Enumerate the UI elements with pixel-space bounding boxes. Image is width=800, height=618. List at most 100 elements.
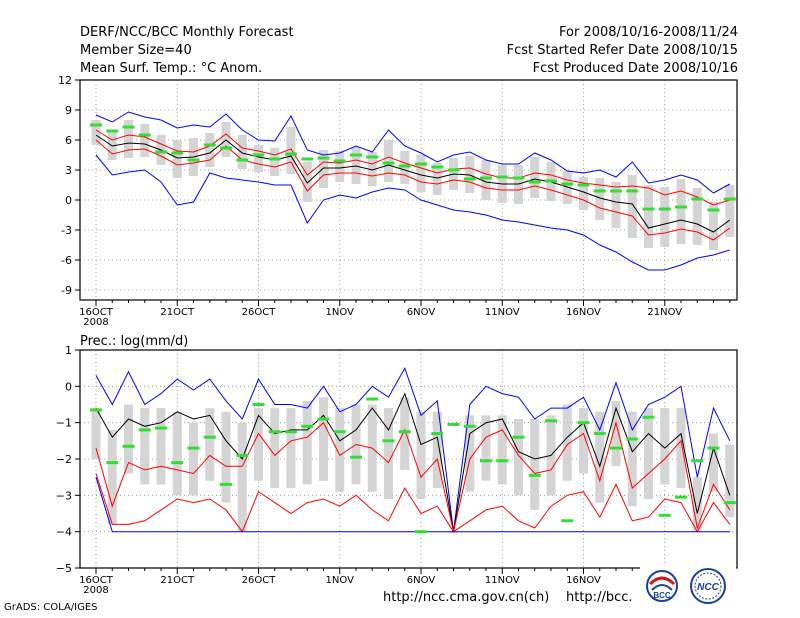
temp-observed-mark <box>463 177 476 181</box>
prec-observed-mark <box>317 417 330 421</box>
prec-observed-mark <box>577 421 590 425</box>
prec-observed-mark <box>171 461 184 465</box>
prec-observed-mark <box>350 455 362 459</box>
temp-spread-box <box>530 157 540 198</box>
temp-xtick-label: 26OCT <box>242 307 277 318</box>
temp-xtick-label: 16OCT <box>79 307 114 318</box>
prec-observed-mark <box>528 473 541 477</box>
prec-spread-box <box>237 422 247 532</box>
temp-spread-box <box>725 185 735 237</box>
temp-observed-mark <box>382 161 395 165</box>
temp-observed-mark <box>350 153 362 157</box>
temp-spread-box <box>627 175 637 238</box>
prec-ytick-label: −1 <box>56 417 72 430</box>
prec-spread-box <box>172 411 182 496</box>
temp-observed-mark <box>106 129 119 133</box>
prec-spread-box <box>140 408 150 485</box>
prec-observed-mark <box>138 428 151 432</box>
prec-spread-box <box>319 397 328 481</box>
temp-observed-mark <box>447 168 460 172</box>
prec-spread-box <box>497 415 507 485</box>
prec-ytick-label: −5 <box>56 562 72 575</box>
prec-xtick-label: 16NOV <box>566 575 601 586</box>
prec-xtick-label: 1NOV <box>326 575 355 586</box>
prec-observed-mark <box>366 397 379 401</box>
temp-spread-box <box>286 127 296 174</box>
temp-observed-mark <box>171 151 184 155</box>
prec-spread-box <box>644 408 653 499</box>
prec-line-lower <box>95 473 731 533</box>
temp-spread-box <box>140 124 150 157</box>
temp-observed-mark <box>593 189 606 193</box>
prec-spread-box <box>91 408 101 459</box>
prec-xtick-label: 21OCT <box>160 575 195 586</box>
prec-spread-box <box>692 477 702 532</box>
temp-observed-mark <box>415 162 427 166</box>
temp-observed-mark <box>236 158 249 162</box>
temp-spread-box <box>335 151 345 182</box>
prec-spread-box <box>205 408 215 481</box>
prec-xsub-label: 2008 <box>83 585 108 596</box>
temp-observed-mark <box>675 205 687 209</box>
prec-observed-mark <box>691 459 704 463</box>
temp-ytick-label: 9 <box>65 104 72 117</box>
temp-observed-mark <box>90 123 102 127</box>
prec-spread-box <box>595 411 605 503</box>
temp-xtick-label: 16NOV <box>566 307 601 318</box>
prec-spread-box <box>579 408 588 474</box>
bcc-url[interactable]: http://bcc. <box>566 590 633 605</box>
prec-spread-box <box>514 419 523 496</box>
temp-panel: -9 -6 -3 0 3 6 9 12 16OCT 21OCT 26OCT 1NOV 6NOV 11NOV… <box>58 74 738 328</box>
prec-spread-box <box>465 415 475 492</box>
temp-ytick-label: 6 <box>65 134 72 147</box>
temp-observed-mark <box>285 152 297 156</box>
prec-spread-box <box>156 408 166 485</box>
member-size: Member Size=40 <box>80 43 192 58</box>
temp-line-upper <box>95 129 730 206</box>
temp-observed-mark <box>155 150 167 154</box>
prec-title: Prec.: log(mm/d) <box>80 334 188 349</box>
prec-observed-mark <box>642 415 655 419</box>
temp-spread-box <box>692 188 702 245</box>
prec-observed-mark <box>333 430 346 434</box>
prec-observed-mark <box>496 459 509 463</box>
prec-observed-mark <box>301 424 314 428</box>
temp-observed-mark <box>431 165 444 169</box>
temp-observed-mark <box>561 182 574 186</box>
prec-line-max <box>95 366 731 532</box>
prec-spread-box <box>611 400 621 467</box>
temp-observed-mark <box>398 164 411 168</box>
temp-xtick-label: 6NOV <box>407 307 436 318</box>
prec-spread-box <box>432 411 442 489</box>
prec-observed-mark <box>285 430 297 434</box>
temp-observed-mark <box>658 207 671 211</box>
temp-spread-box <box>709 202 718 250</box>
temp-spread-box <box>416 155 426 192</box>
temp-spread-box <box>254 145 263 172</box>
prec-observed-mark <box>155 426 167 430</box>
prec-observed-mark <box>545 419 557 423</box>
prec-observed-mark <box>398 430 411 434</box>
temp-observed-mark <box>122 125 135 129</box>
produced-date: Fcst Produced Date 2008/10/16 <box>532 61 738 76</box>
temp-spread-box <box>676 179 686 244</box>
prec-observed-mark <box>90 408 102 412</box>
ncc-logo: NCC <box>690 568 726 604</box>
temp-ytick-label: 12 <box>58 74 72 87</box>
temp-observed-mark <box>301 157 314 161</box>
prec-spread-box <box>709 433 718 492</box>
temp-observed-mark <box>626 189 639 193</box>
temp-spread-box <box>319 150 328 188</box>
prec-spread-box <box>627 411 637 507</box>
temp-observed-mark <box>707 208 720 212</box>
ncc-logo-text: NCC <box>697 582 719 593</box>
prec-observed-mark <box>203 435 216 439</box>
bcc-logo-text: BCC <box>653 591 671 600</box>
temp-spread-box <box>91 120 101 145</box>
prec-observed-mark <box>268 430 281 434</box>
temp-observed-mark <box>138 133 151 137</box>
forecast-title: DERF/NCC/BCC Monthly Forecast <box>80 25 294 40</box>
temp-xtick-label: 11NOV <box>485 307 520 318</box>
ncc-url[interactable]: http://ncc.cma.gov.cn(ch) <box>383 590 550 605</box>
